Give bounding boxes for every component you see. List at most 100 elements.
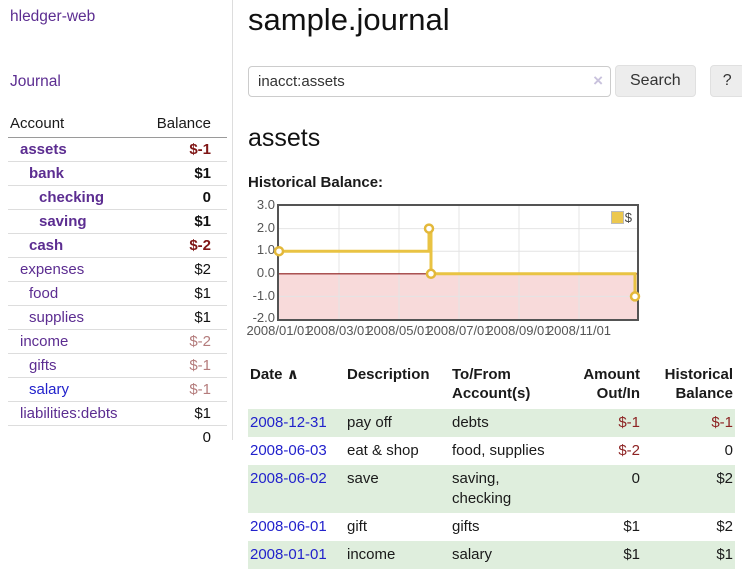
account-link-checking[interactable]: checking: [39, 189, 105, 206]
transaction-date-link[interactable]: 2008-06-02: [250, 470, 327, 487]
account-link-supplies[interactable]: supplies: [29, 309, 85, 326]
accounts-table: Account Balance assets $-1 bank $1 check…: [8, 112, 227, 449]
y-tick: 2.0: [256, 220, 275, 235]
accounts-total-row: 0: [8, 425, 227, 449]
y-tick: -2.0: [252, 310, 275, 325]
account-row: salary $-1: [8, 377, 227, 402]
transaction-balance: $1: [642, 541, 735, 569]
x-tick: 2008/03/01: [306, 323, 372, 338]
page: hledger-web Journal Account Balance asse…: [0, 0, 742, 569]
register-row: 2008-01-01 income salary $1 $1: [248, 541, 735, 569]
transaction-date-link[interactable]: 2008-06-01: [250, 518, 327, 535]
account-balance: $2: [139, 257, 227, 282]
account-balance: $1: [139, 161, 227, 186]
account-row: food $1: [8, 281, 227, 306]
transaction-description: save: [345, 465, 450, 513]
search-form: × Search ?: [248, 65, 742, 97]
transaction-amount: $-1: [570, 409, 642, 437]
transaction-description: eat & shop: [347, 442, 419, 459]
account-balance: $-1: [139, 137, 227, 162]
accounts-header-account: Account: [8, 112, 140, 138]
transaction-amount: $1: [570, 541, 642, 569]
account-balance: $-1: [139, 353, 227, 378]
register-row: 2008-06-02 save saving, checking 0 $2: [248, 465, 735, 513]
account-link-saving[interactable]: saving: [39, 213, 87, 230]
x-tick: 2008/09/01: [486, 323, 552, 338]
account-balance: $1: [139, 281, 227, 306]
brand: hledger-web: [10, 8, 232, 26]
account-balance: $-2: [139, 329, 227, 354]
y-tick: 1.0: [256, 242, 275, 257]
transaction-date-link[interactable]: 2008-12-31: [250, 414, 327, 431]
sidebar-item-journal[interactable]: Journal: [10, 73, 61, 90]
register-header-amount: Amount Out/In: [583, 366, 640, 402]
transaction-accounts: salary: [450, 541, 570, 569]
chart-legend: $: [610, 210, 632, 225]
page-title: sample.journal: [248, 2, 450, 37]
x-tick: 2008/05/01: [366, 323, 432, 338]
account-link-gifts[interactable]: gifts: [29, 357, 57, 374]
sidebar-nav: Journal: [10, 73, 232, 91]
transaction-amount: $1: [623, 518, 640, 535]
accounts-total: 0: [139, 425, 227, 449]
account-link-bank[interactable]: bank: [29, 165, 65, 182]
account-row: supplies $1: [8, 305, 227, 330]
accounts-header-balance: Balance: [139, 112, 227, 138]
account-link-cash[interactable]: cash: [29, 237, 64, 254]
transaction-balance: $2: [642, 465, 735, 513]
sidebar: hledger-web Journal Account Balance asse…: [0, 0, 233, 449]
y-tick: 3.0: [256, 197, 275, 212]
clear-search-icon[interactable]: ×: [593, 70, 603, 90]
legend-label: $: [624, 210, 632, 225]
register-table: Date ∧ Description To/From Account(s) Am…: [248, 363, 735, 569]
register-header-accounts: To/From Account(s): [452, 366, 531, 402]
transaction-balance: $-1: [642, 409, 735, 437]
account-link-income[interactable]: income: [20, 333, 69, 350]
y-tick: -1.0: [252, 288, 275, 303]
help-button[interactable]: ?: [709, 65, 742, 97]
register-header-balance: Historical Balance: [664, 366, 733, 402]
main-content: sample.journal × Search ? assets Histori…: [233, 0, 742, 569]
y-tick: 0.0: [256, 265, 275, 280]
x-tick: 2008/01/01: [246, 323, 312, 338]
account-row: gifts $-1: [8, 353, 227, 378]
account-row: expenses $2: [8, 257, 227, 282]
account-balance: $1: [139, 401, 227, 426]
account-row: bank $1: [8, 161, 227, 186]
register-row: 2008-06-03 eat & shop food, supplies $-2…: [248, 437, 735, 465]
account-balance: $1: [139, 305, 227, 330]
search-button[interactable]: Search: [615, 65, 696, 97]
transaction-description: pay off: [345, 409, 450, 437]
historical-balance-chart: 3.0 2.0 1.0 0.0 -1.0 -2.0: [246, 197, 641, 340]
transaction-accounts: saving, checking: [450, 465, 570, 513]
balance-line-chart: [273, 206, 641, 319]
transaction-description: gift: [347, 518, 368, 535]
chart-title: Historical Balance:: [248, 174, 384, 191]
transaction-description: income: [345, 541, 450, 569]
transaction-balance: 0: [724, 442, 733, 459]
account-link-food[interactable]: food: [29, 285, 59, 302]
search-input[interactable]: [248, 65, 611, 97]
account-link-liabilities-debts[interactable]: liabilities:debts: [20, 405, 118, 422]
account-balance: $-2: [139, 233, 227, 258]
account-link-assets[interactable]: assets: [20, 141, 67, 158]
transaction-accounts: gifts: [452, 518, 480, 535]
account-link-salary[interactable]: salary: [29, 381, 70, 398]
account-balance: $1: [139, 209, 227, 234]
transaction-amount: 0: [570, 465, 642, 513]
account-row: cash $-2: [8, 233, 227, 258]
account-balance: 0: [139, 185, 227, 210]
account-row: assets $-1: [8, 137, 227, 162]
account-row: saving $1: [8, 209, 227, 234]
transaction-accounts: food, supplies: [452, 442, 545, 459]
transaction-balance: $2: [716, 518, 733, 535]
brand-link[interactable]: hledger-web: [10, 8, 96, 25]
account-row: liabilities:debts $1: [8, 401, 227, 426]
transaction-date-link[interactable]: 2008-06-03: [250, 442, 327, 459]
transaction-accounts: debts: [450, 409, 570, 437]
account-link-expenses[interactable]: expenses: [20, 261, 85, 278]
register-header-date[interactable]: Date ∧: [250, 366, 299, 383]
account-heading: assets: [248, 124, 321, 152]
account-balance: $-1: [139, 377, 227, 402]
transaction-date-link[interactable]: 2008-01-01: [250, 546, 327, 563]
